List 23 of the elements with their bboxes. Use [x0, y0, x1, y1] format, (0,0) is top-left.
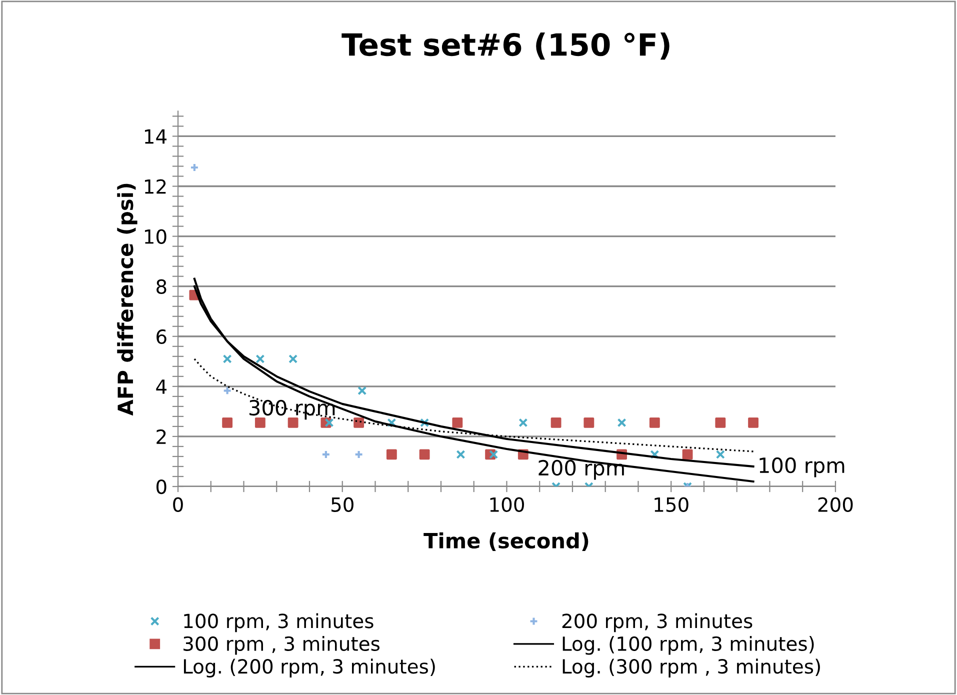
y-tick-label: 12: [144, 179, 166, 194]
y-tick-label: 8: [156, 279, 166, 294]
y-axis-title: AFP difference (psi): [117, 184, 138, 416]
x-tick-label: 50: [331, 497, 354, 512]
y-tick-label: 0: [156, 479, 166, 494]
y-tick-label: 4: [156, 380, 166, 394]
legend-label: 300 rpm , 3 minutes: [184, 636, 380, 655]
annotation: 100 rpm: [760, 457, 844, 478]
legend-label: Log. (200 rpm, 3 minutes): [184, 658, 435, 678]
legend-label: Log. (100 rpm, 3 minutes): [562, 636, 814, 655]
y-tick-label: 10: [144, 229, 166, 244]
x-tick-label: 200: [818, 497, 853, 512]
legend-label: Log. (300 rpm , 3 minutes): [562, 658, 820, 678]
x-tick-label: 0: [173, 497, 183, 512]
legend-label: 200 rpm, 3 minutes: [562, 613, 752, 632]
y-tick-label: 2: [156, 429, 166, 444]
legend-label: 100 rpm, 3 minutes: [184, 613, 374, 632]
x-tick-label: 150: [654, 497, 688, 512]
x-tick-label: 100: [490, 497, 524, 512]
y-tick-label: 14: [144, 129, 166, 144]
chart-title: Test set#6 (150 °F): [342, 32, 670, 60]
x-axis-title: Time (second): [424, 532, 588, 551]
y-tick-label: 6: [156, 329, 166, 344]
